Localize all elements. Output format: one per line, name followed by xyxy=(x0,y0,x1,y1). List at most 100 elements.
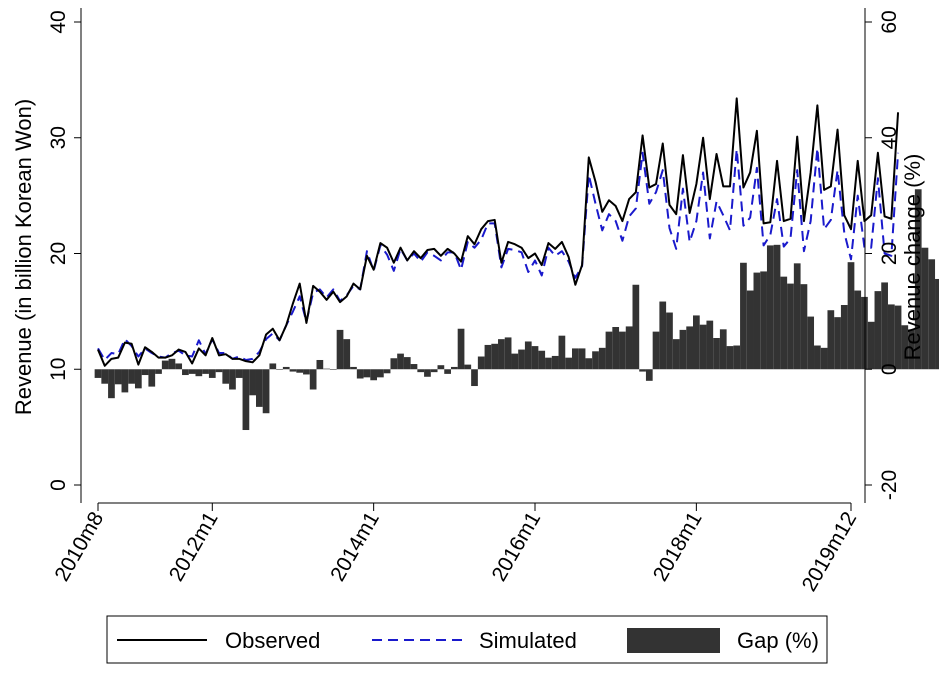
x-tick-label: 2014m1 xyxy=(326,508,384,585)
right-tick-label: 0 xyxy=(878,363,901,375)
gap-bar xyxy=(457,328,465,370)
gap-bar xyxy=(551,355,559,370)
gap-bar xyxy=(403,357,411,370)
gap-bar xyxy=(753,272,761,370)
gap-bar xyxy=(820,347,828,370)
gap-bar xyxy=(269,363,277,370)
gap-bar xyxy=(713,338,720,370)
gap-bar xyxy=(854,290,862,370)
gap-bar xyxy=(545,357,552,370)
gap-bar xyxy=(282,366,290,370)
gap-bar xyxy=(256,369,263,407)
gap-bar xyxy=(639,369,646,372)
gap-bar xyxy=(524,341,532,370)
series-lines xyxy=(97,97,900,367)
gap-bar xyxy=(874,291,882,370)
gap-bar xyxy=(901,325,909,370)
gap-bar xyxy=(343,339,351,370)
gap-bar xyxy=(780,276,788,370)
gap-bar xyxy=(350,366,357,370)
gap-bar xyxy=(558,335,566,370)
gap-bar xyxy=(128,369,135,384)
x-tick-label: 2019m12 xyxy=(798,508,862,595)
gap-bar xyxy=(188,369,196,374)
gap-bar xyxy=(383,369,391,374)
gap-bar xyxy=(565,357,572,370)
x-tick-label: 2010m8 xyxy=(50,508,108,585)
gap-bar xyxy=(766,245,774,370)
gap-bar xyxy=(847,262,855,370)
gap-bar xyxy=(935,278,939,370)
right-tick-label: -20 xyxy=(878,470,901,500)
gap-bar xyxy=(316,359,324,370)
observed-line xyxy=(97,97,900,367)
gap-bar xyxy=(498,339,505,370)
gap-bar xyxy=(148,369,156,387)
gap-bar xyxy=(168,358,176,370)
gap-bar xyxy=(94,369,102,378)
gap-bar xyxy=(585,358,593,370)
gap-bar xyxy=(511,353,519,370)
gap-bar xyxy=(706,320,714,370)
gap-bar xyxy=(625,326,633,370)
gap-bar xyxy=(834,317,841,370)
gap-bar xyxy=(296,369,304,373)
left-tick-label: 30 xyxy=(47,126,70,149)
gap-bar xyxy=(760,271,767,370)
legend-simulated-label: Simulated xyxy=(479,628,577,653)
gap-bar xyxy=(531,346,539,370)
gap-bar xyxy=(908,329,915,370)
gap-bar xyxy=(827,310,835,370)
gap-bar xyxy=(377,369,384,378)
gap-bar xyxy=(773,244,781,370)
right-tick-label: 60 xyxy=(878,10,901,33)
gap-bar xyxy=(652,331,660,370)
gap-bar xyxy=(598,347,606,370)
gap-bar xyxy=(141,369,149,376)
gap-bar xyxy=(215,369,223,373)
gap-bar xyxy=(578,348,586,370)
right-axis-title: Revenue change (%) xyxy=(900,154,925,361)
gap-bar xyxy=(363,369,371,378)
gap-bar xyxy=(289,369,297,372)
gap-bar xyxy=(504,337,512,370)
gap-bar xyxy=(733,345,741,370)
gap-bar xyxy=(592,351,599,370)
gap-bar xyxy=(410,364,418,370)
gap-bar xyxy=(719,329,727,370)
gap-bar xyxy=(309,369,317,390)
left-tick-label: 20 xyxy=(47,242,70,265)
gap-bar xyxy=(914,189,922,370)
gap-bar xyxy=(471,369,478,387)
gap-bar xyxy=(881,282,888,370)
gap-bar xyxy=(807,316,815,370)
gap-bar xyxy=(336,329,344,370)
gap-bar xyxy=(686,326,693,370)
gap-bar xyxy=(605,331,613,370)
gap-bar xyxy=(182,369,189,376)
x-tick-label: 2012m1 xyxy=(165,508,223,585)
gap-bar xyxy=(699,324,707,370)
legend-observed-label: Observed xyxy=(225,628,320,653)
x-tick-label: 2018m1 xyxy=(649,508,707,585)
gap-bar xyxy=(746,290,754,370)
gap-bar xyxy=(161,360,169,370)
gap-bar xyxy=(538,350,546,370)
gap-bars xyxy=(94,189,939,431)
gap-bar xyxy=(262,369,270,414)
gap-bar xyxy=(356,369,364,379)
gap-bar xyxy=(430,369,438,373)
gap-bar xyxy=(867,321,875,370)
gap-bar xyxy=(645,369,653,381)
right-tick-label: 20 xyxy=(878,242,901,265)
gap-bar xyxy=(390,358,398,370)
gap-bar xyxy=(114,369,122,385)
gap-bar xyxy=(195,369,203,377)
gap-bar xyxy=(155,369,162,374)
gap-bar xyxy=(787,283,794,370)
gap-bar xyxy=(202,369,209,374)
gap-bar xyxy=(672,339,680,370)
left-tick-label: 10 xyxy=(47,358,70,381)
gap-bar xyxy=(619,331,626,370)
